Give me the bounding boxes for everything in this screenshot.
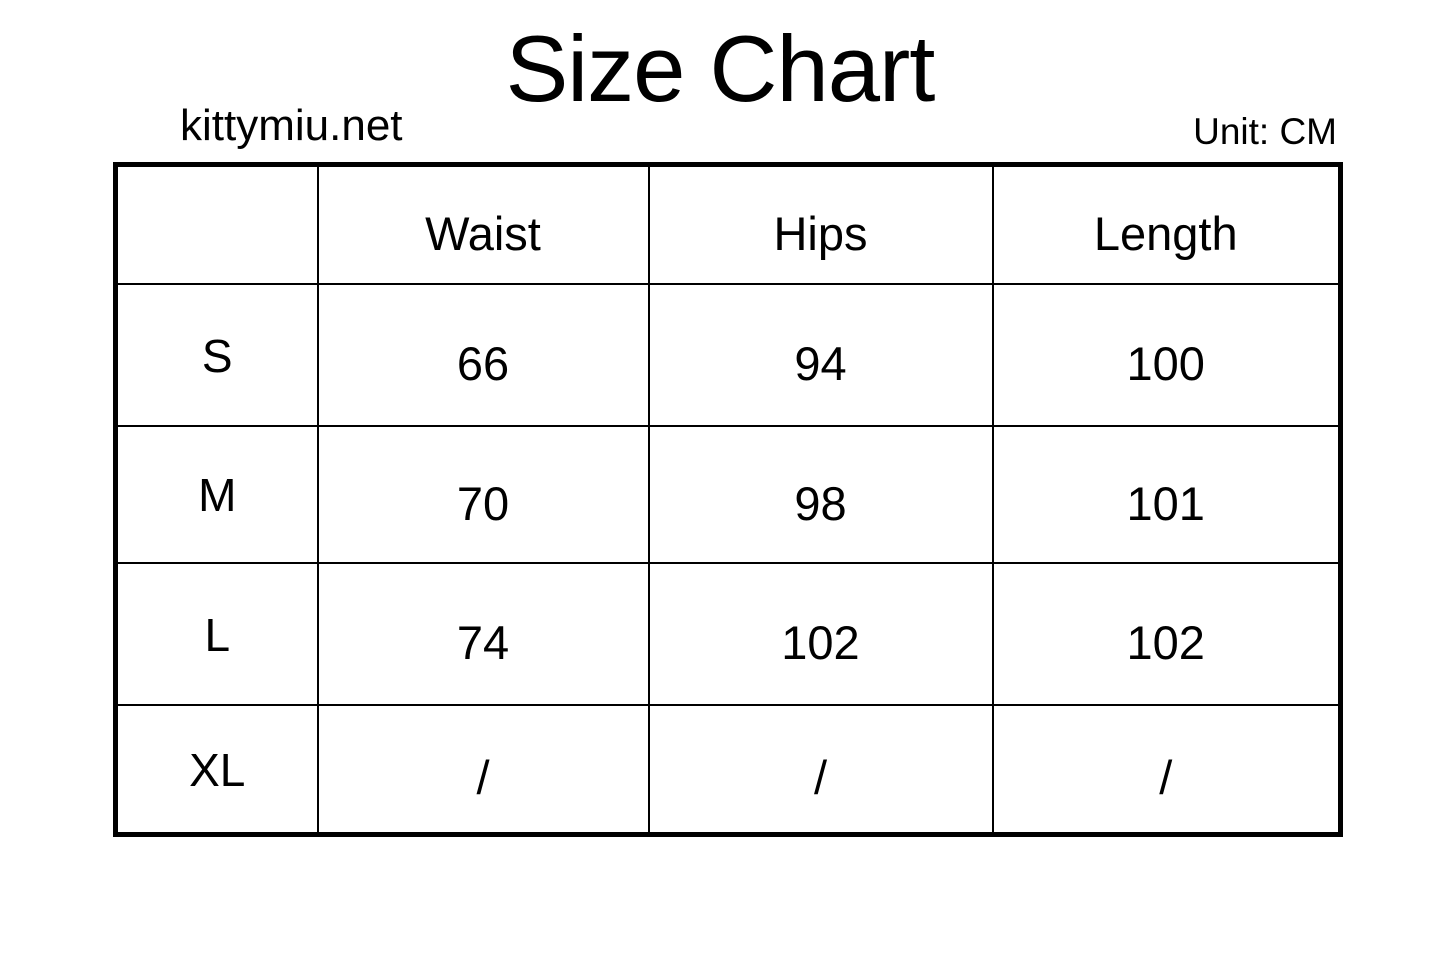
header-cell-length: Length <box>991 163 1342 285</box>
waist-value: 74 <box>316 561 650 706</box>
table-row-m: M 70 98 101 <box>114 424 1342 564</box>
website-label: kittymiu.net <box>180 101 403 150</box>
hips-value: 98 <box>647 424 994 564</box>
length-value: 100 <box>991 282 1342 427</box>
length-value: / <box>991 703 1342 836</box>
header-cell-empty <box>114 163 319 285</box>
hips-value: / <box>647 703 994 836</box>
page-title: Size Chart <box>505 16 936 121</box>
table-row-s: S 66 94 100 <box>114 282 1342 427</box>
waist-value: / <box>316 703 650 836</box>
size-label: L <box>114 561 319 706</box>
table-header-row: Waist Hips Length <box>114 163 1342 285</box>
size-label: M <box>114 424 319 564</box>
header-cell-hips: Hips <box>647 163 994 285</box>
size-chart-table: Waist Hips Length S 66 94 100 M 70 98 10… <box>113 162 1343 837</box>
waist-value: 70 <box>316 424 650 564</box>
waist-value: 66 <box>316 282 650 427</box>
length-value: 102 <box>991 561 1342 706</box>
hips-value: 94 <box>647 282 994 427</box>
size-label: S <box>114 282 319 427</box>
length-value: 101 <box>991 424 1342 564</box>
unit-label: Unit: CM <box>1193 111 1337 152</box>
header-cell-waist: Waist <box>316 163 650 285</box>
size-label: XL <box>114 703 319 836</box>
table-row-l: L 74 102 102 <box>114 561 1342 706</box>
hips-value: 102 <box>647 561 994 706</box>
table-row-xl: XL / / / <box>114 703 1342 836</box>
